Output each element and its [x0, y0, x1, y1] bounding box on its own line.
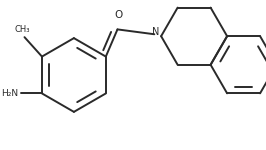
- Text: N: N: [152, 27, 159, 37]
- Text: H₂N: H₂N: [2, 89, 19, 98]
- Text: CH₃: CH₃: [15, 25, 30, 34]
- Text: O: O: [114, 10, 123, 20]
